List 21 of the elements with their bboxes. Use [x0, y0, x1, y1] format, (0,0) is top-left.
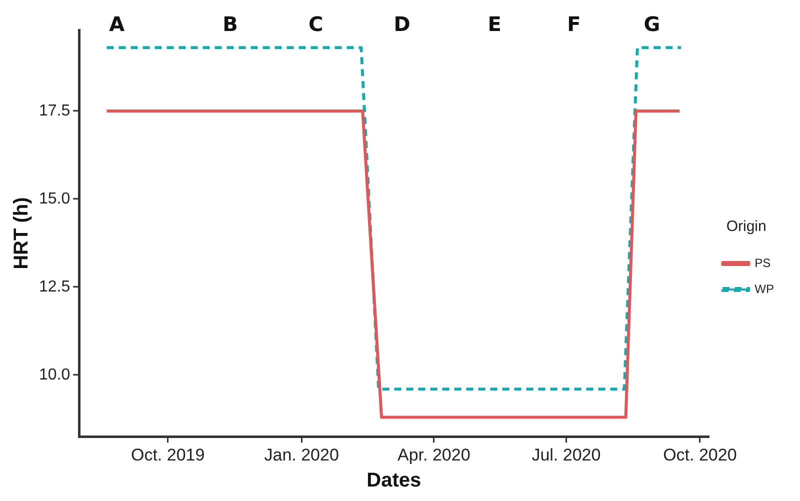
annotation: F — [567, 12, 581, 36]
annotation: G — [644, 12, 660, 36]
y-tick-label: 15.0 — [39, 190, 70, 208]
annotation: A — [109, 12, 126, 36]
x-tick-label: Apr. 2020 — [397, 445, 470, 464]
x-tick-label: Jul. 2020 — [532, 445, 601, 464]
x-tick-label: Oct. 2020 — [663, 445, 737, 464]
y-tick-label: 10.0 — [39, 366, 70, 384]
annotation: D — [394, 12, 410, 36]
y-axis-title: HRT (h) — [10, 197, 33, 270]
y-tick-label: 17.5 — [39, 102, 70, 120]
annotation: C — [308, 12, 324, 36]
annotation: B — [222, 12, 238, 36]
x-axis-title: Dates — [366, 470, 422, 492]
legend-label: WP — [754, 282, 774, 296]
x-tick-label: Jan. 2020 — [264, 445, 339, 464]
legend-title: Origin — [726, 218, 766, 236]
x-tick-label: Oct. 2019 — [130, 445, 205, 464]
legend-label: PS — [754, 256, 771, 270]
y-tick-label: 12.5 — [39, 278, 70, 296]
annotation: E — [488, 12, 502, 36]
